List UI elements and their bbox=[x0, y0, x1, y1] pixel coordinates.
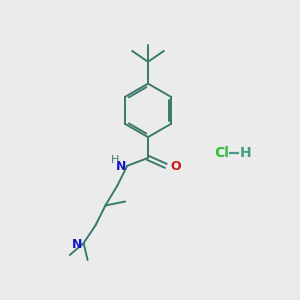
Text: N: N bbox=[116, 160, 126, 173]
Text: H: H bbox=[240, 146, 252, 160]
Text: O: O bbox=[171, 160, 182, 173]
Text: Cl: Cl bbox=[214, 146, 229, 160]
Text: H: H bbox=[111, 155, 119, 165]
Text: N: N bbox=[72, 238, 82, 250]
